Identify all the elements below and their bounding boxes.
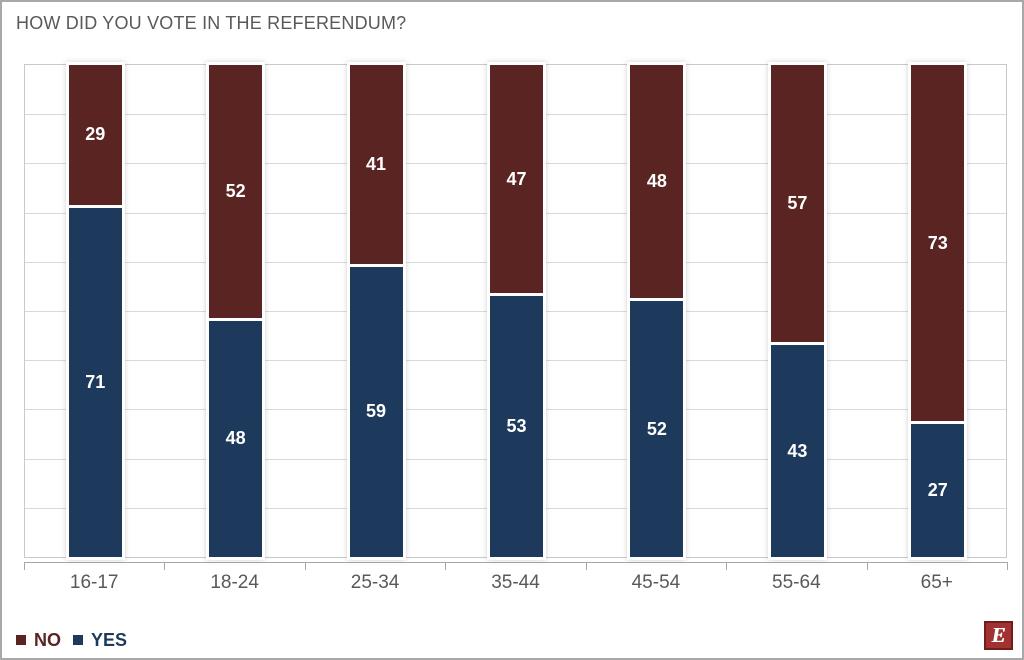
bar-value-label-yes: 71 (85, 371, 106, 392)
x-axis-tick (304, 562, 306, 570)
x-axis-label: 25-34 (350, 572, 400, 593)
bar-value-label-yes: 59 (366, 401, 387, 422)
bar-value-label-no: 52 (225, 180, 246, 201)
bar-segment-yes: 71 (68, 207, 122, 557)
x-axis-tick (1007, 562, 1008, 570)
bar-value-label-no: 29 (85, 124, 106, 145)
bar-value-label-no: 41 (366, 153, 387, 174)
bar-group-45-54: 48 52 (630, 65, 684, 557)
legend-swatch-icon (16, 635, 26, 645)
bar-segment-no: 57 (770, 65, 824, 346)
x-axis-tick (866, 562, 868, 570)
legend-swatch-icon (73, 635, 83, 645)
x-axis-line (24, 562, 1008, 563)
bar-value-label-yes: 48 (225, 428, 246, 449)
x-axis-tick (585, 562, 587, 570)
x-axis-label: 45-54 (631, 572, 681, 593)
x-axis-tick (24, 562, 25, 570)
legend-label: NO (34, 629, 61, 650)
x-axis-tick (164, 562, 166, 570)
bar-segment-yes: 43 (770, 345, 824, 557)
bar-segment-yes: 48 (209, 320, 263, 557)
bar-value-label-no: 73 (927, 232, 948, 253)
bar-value-label-no: 47 (506, 168, 527, 189)
bar-segment-yes: 27 (911, 424, 965, 557)
bar-value-label-yes: 43 (787, 440, 808, 461)
bar-segment-no: 73 (911, 65, 965, 425)
bar-group-16-17: 29 71 (68, 65, 122, 557)
plot-area: 29 71 52 48 41 59 47 53 48 52 57 43 73 27 (24, 64, 1007, 558)
legend-item-yes: YES (73, 630, 127, 651)
bar-value-label-no: 57 (787, 193, 808, 214)
bar-value-label-yes: 53 (506, 416, 527, 437)
bar-segment-no: 52 (209, 65, 263, 321)
bar-group-35-44: 47 53 (490, 65, 543, 557)
bar-segment-no: 48 (630, 65, 684, 302)
legend-label: YES (91, 629, 128, 650)
bar-value-label-no: 48 (646, 171, 667, 192)
x-axis-tick (445, 562, 447, 570)
bar-segment-yes: 52 (630, 301, 684, 557)
logo-letter: E (991, 623, 1006, 647)
x-axis-label: 35-44 (491, 572, 540, 593)
bar-group-55-64: 57 43 (770, 65, 824, 557)
x-axis-label: 55-64 (772, 572, 821, 593)
bar-segment-no: 29 (68, 65, 122, 208)
x-axis-label: 65+ (920, 572, 953, 593)
bar-group-65+: 73 27 (911, 65, 965, 557)
chart-title: HOW DID YOU VOTE IN THE REFERENDUM? (16, 13, 407, 33)
x-axis-label: 18-24 (210, 572, 259, 593)
bar-segment-no: 41 (349, 65, 403, 267)
bar-value-label-yes: 52 (646, 418, 667, 439)
x-axis-label: 16-17 (69, 572, 119, 593)
legend: NO YES (16, 628, 127, 652)
newspaper-logo: E (984, 621, 1013, 650)
x-axis-tick (726, 562, 728, 570)
bar-group-18-24: 52 48 (209, 65, 263, 557)
bar-segment-yes: 53 (490, 296, 543, 557)
bar-segment-yes: 59 (349, 266, 403, 557)
bar-segment-no: 47 (490, 65, 543, 297)
bar-group-25-34: 41 59 (349, 65, 403, 557)
legend-item-no: NO (16, 630, 61, 651)
bar-value-label-yes: 27 (927, 480, 948, 501)
